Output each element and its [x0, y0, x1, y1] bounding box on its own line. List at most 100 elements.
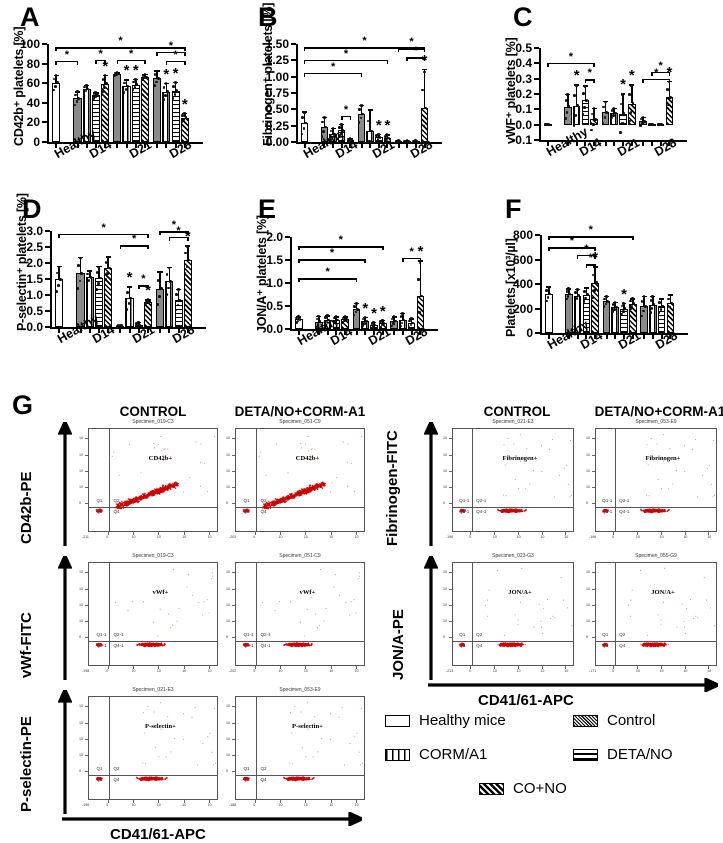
y-tick — [291, 108, 296, 111]
data-point — [304, 121, 308, 125]
x-axis-tick — [158, 532, 159, 535]
data-point — [125, 78, 128, 82]
y-axis-tick-label: 10 — [443, 586, 447, 591]
x-axis — [47, 142, 203, 144]
x-tick — [177, 329, 180, 333]
quadrant-horizontal-line — [595, 641, 717, 643]
data-point — [621, 93, 625, 96]
x-axis-tick — [613, 532, 615, 535]
y-axis-arrow-label-right: JON/A-PE — [390, 609, 407, 680]
bracket-tick — [297, 259, 300, 264]
quadrant-label: Q2 — [113, 498, 120, 504]
data-point — [92, 92, 96, 96]
y-tick — [534, 123, 539, 126]
quadrant-label: Q2-1 — [113, 632, 124, 638]
x-axis — [539, 140, 687, 142]
x-axis-tick-label: 0 — [253, 803, 256, 807]
y-tick-label: 0 — [526, 326, 533, 340]
x-axis-min-label: -213 — [446, 669, 454, 673]
x-axis-tick — [208, 532, 210, 535]
data-point — [336, 318, 339, 322]
x-tick — [332, 144, 335, 148]
y-axis-tick — [85, 588, 88, 590]
data-point — [52, 77, 56, 81]
data-point — [137, 320, 140, 324]
data-point — [133, 86, 137, 89]
quadrant-label: Q4 — [476, 643, 483, 649]
x-axis-min-label: -196 — [446, 535, 454, 539]
x-axis-tick-label: 0 — [469, 669, 472, 673]
bracket-tick — [156, 51, 158, 56]
data-point — [331, 126, 335, 130]
x-axis-tick — [305, 666, 306, 669]
x-axis-tick — [158, 666, 159, 669]
y-axis-tick-label: 0 — [79, 500, 81, 505]
y-axis-tick-label: 0 — [586, 500, 588, 505]
data-point — [659, 307, 663, 311]
legend-swatch — [573, 714, 598, 727]
data-point — [331, 135, 334, 139]
data-point — [129, 296, 133, 300]
quadrant-label: Q1 — [602, 632, 609, 638]
bracket-star: * — [409, 245, 414, 258]
panel-letter-a: A — [20, 2, 40, 32]
bracket-star: * — [584, 242, 589, 255]
data-point — [649, 311, 652, 314]
error-bar — [165, 82, 168, 92]
x-tick — [116, 144, 119, 148]
x-tick — [594, 335, 597, 339]
y-axis-tick — [592, 604, 595, 606]
y-tick-label: 0.1 — [515, 102, 532, 117]
data-point — [344, 318, 348, 321]
data-point — [668, 293, 672, 297]
x-tick — [585, 335, 588, 339]
significance-bracket — [157, 51, 185, 54]
significance-bracket — [585, 79, 595, 82]
significance-bracket — [304, 72, 362, 75]
data-point — [354, 301, 358, 305]
data-point — [83, 85, 86, 89]
quadrant-label: Q1-1 — [459, 498, 470, 504]
error-bar — [332, 127, 334, 135]
bracket-star: * — [413, 45, 419, 58]
data-point — [175, 293, 178, 296]
quadrant-label: Q1 — [96, 766, 103, 772]
panel-b-fibrinogen: B Fibrinogen⁺ platelets [%] 0.00 0.25 0.50 0.… — [238, 2, 478, 192]
data-point — [399, 315, 403, 318]
y-tick-label: 0.0 — [26, 320, 43, 334]
bar-a-0 — [52, 82, 61, 142]
bracket-tick — [297, 278, 300, 283]
flow-column-title-left-0: CONTROL — [119, 404, 187, 419]
data-point — [615, 305, 618, 309]
y-tick — [534, 47, 539, 49]
y-axis-arrow-label: CD42b-PE — [18, 471, 35, 544]
significance-bracket — [304, 47, 425, 49]
data-point — [422, 124, 426, 128]
data-point — [333, 316, 336, 320]
data-point — [564, 117, 567, 120]
y-tick — [42, 101, 47, 104]
x-axis-tick-label: 10 — [659, 535, 664, 539]
x-axis-min-label: -202 — [229, 535, 237, 539]
data-point — [402, 318, 406, 322]
data-point — [545, 289, 548, 292]
y-axis-tick-label: 0 — [226, 768, 228, 773]
x-axis-tick — [279, 666, 281, 669]
bracket-star: * — [588, 252, 593, 265]
y-axis-tick-label: 10 — [79, 436, 83, 441]
data-point — [577, 294, 581, 297]
y-tick — [285, 305, 290, 307]
y-tick — [535, 234, 540, 236]
data-point — [104, 278, 107, 281]
x-axis-tick-label: 0 — [253, 535, 256, 539]
data-point — [661, 304, 665, 308]
data-point — [80, 271, 84, 275]
data-point — [165, 273, 169, 276]
y-tick — [534, 93, 539, 95]
data-point — [642, 295, 646, 298]
data-point — [177, 288, 180, 291]
data-point — [614, 111, 617, 115]
data-point — [370, 322, 374, 325]
data-point — [659, 122, 662, 126]
